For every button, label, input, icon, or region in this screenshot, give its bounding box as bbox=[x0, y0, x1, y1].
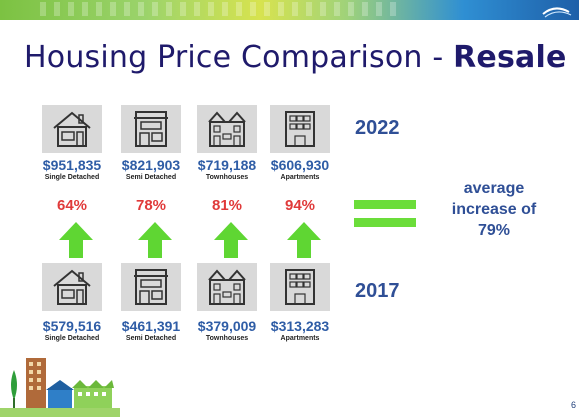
city-skyline-graphic bbox=[0, 358, 120, 417]
summary-line-1: average bbox=[463, 180, 525, 197]
price-2017-apartments: $313,283 bbox=[270, 318, 330, 334]
townhouses-icon bbox=[197, 263, 257, 311]
single-detached-house-icon bbox=[42, 263, 102, 311]
equals-sign-top-bar bbox=[354, 200, 416, 209]
type-label-single-detached: Single Detached bbox=[44, 335, 100, 342]
price-2022-apartments: $606,930 bbox=[270, 157, 330, 173]
type-label-townhouses: Townhouses bbox=[205, 335, 249, 342]
year-2017-label: 2017 bbox=[355, 280, 400, 302]
apartments-icon bbox=[270, 105, 330, 153]
increase-semi-detached: 78% bbox=[135, 197, 167, 214]
townhouses-icon bbox=[197, 105, 257, 153]
type-label-apartments: Apartments bbox=[280, 174, 320, 181]
title-regular: Housing Price Comparison - bbox=[24, 40, 454, 75]
top-banner bbox=[0, 0, 579, 20]
up-arrow-icon bbox=[214, 222, 248, 258]
equals-sign-bottom-bar bbox=[354, 218, 416, 227]
page-number: 6 bbox=[571, 400, 577, 410]
banner-skyline-graphic bbox=[40, 2, 400, 16]
title-bold: Resale bbox=[453, 40, 567, 75]
type-label-single-detached: Single Detached bbox=[44, 174, 100, 181]
year-2022-label: 2022 bbox=[355, 117, 400, 139]
up-arrow-icon bbox=[138, 222, 172, 258]
summary-line-3: 79% bbox=[477, 222, 511, 239]
price-2022-semi-detached: $821,903 bbox=[121, 157, 181, 173]
price-2017-townhouses: $379,009 bbox=[197, 318, 257, 334]
average-increase-summary: average increase of 79% bbox=[424, 178, 564, 241]
up-arrow-icon bbox=[287, 222, 321, 258]
apartments-icon bbox=[270, 263, 330, 311]
increase-single-detached: 64% bbox=[56, 197, 88, 214]
price-2017-semi-detached: $461,391 bbox=[121, 318, 181, 334]
type-label-semi-detached: Semi Detached bbox=[125, 335, 177, 342]
semi-detached-house-icon bbox=[121, 263, 181, 311]
price-2017-single-detached: $579,516 bbox=[42, 318, 102, 334]
increase-townhouses: 81% bbox=[211, 197, 243, 214]
semi-detached-house-icon bbox=[121, 105, 181, 153]
increase-apartments: 94% bbox=[284, 197, 316, 214]
type-label-townhouses: Townhouses bbox=[205, 174, 249, 181]
organization-logo-icon bbox=[542, 7, 572, 18]
single-detached-house-icon bbox=[42, 105, 102, 153]
price-2022-townhouses: $719,188 bbox=[197, 157, 257, 173]
page-title: Housing Price Comparison - Resale bbox=[24, 40, 567, 75]
type-label-apartments: Apartments bbox=[280, 335, 320, 342]
price-2022-single-detached: $951,835 bbox=[42, 157, 102, 173]
type-label-semi-detached: Semi Detached bbox=[125, 174, 177, 181]
summary-line-2: increase of bbox=[451, 201, 537, 218]
up-arrow-icon bbox=[59, 222, 93, 258]
